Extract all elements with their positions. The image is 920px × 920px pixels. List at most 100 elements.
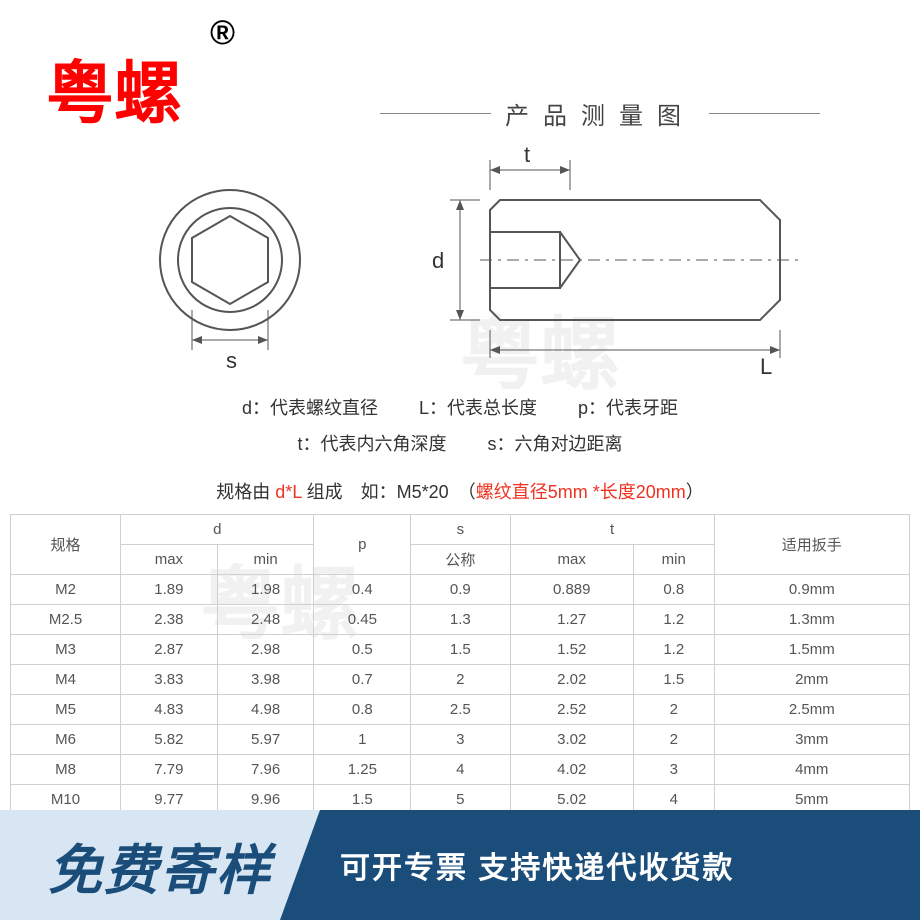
legend-block: d：代表螺纹直径 L：代表总长度 p：代表牙距 t：代表内六角深度 s：六角对边… (0, 390, 920, 462)
table-cell: 2.5 (411, 695, 510, 725)
col-t-min: min (633, 545, 714, 575)
spec-p4: 螺纹直径5mm *长度20mm (476, 482, 686, 502)
table-cell: 0.4 (314, 575, 411, 605)
spec-table-container: 规格 d p s t 适用扳手 max min 公称 max min M21.8… (10, 514, 910, 815)
table-cell: 2 (411, 665, 510, 695)
dim-L-label: L (760, 354, 772, 379)
table-cell: 2.5mm (714, 695, 909, 725)
table-cell: 1.3mm (714, 605, 909, 635)
table-row: M21.891.980.40.90.8890.80.9mm (11, 575, 910, 605)
legend-t: t：代表内六角深度 (297, 426, 446, 462)
table-cell: 0.9mm (714, 575, 909, 605)
col-p: p (314, 515, 411, 575)
bottom-banner: 免费寄样 可开专票 支持快递代收货款 (0, 810, 920, 920)
table-cell: 3.02 (510, 725, 633, 755)
table-cell: 3 (411, 725, 510, 755)
table-cell: 1.52 (510, 635, 633, 665)
table-cell: 1.5 (411, 635, 510, 665)
table-cell: 2.87 (121, 635, 218, 665)
table-cell: 2.38 (121, 605, 218, 635)
table-cell: M5 (11, 695, 121, 725)
table-cell: 2.48 (217, 605, 314, 635)
table-cell: 1 (314, 725, 411, 755)
spec-p5: ） (686, 482, 704, 502)
table-cell: M6 (11, 725, 121, 755)
banner-left: 免费寄样 (0, 810, 320, 920)
col-d-max: max (121, 545, 218, 575)
table-cell: 0.9 (411, 575, 510, 605)
table-row: M43.833.980.722.021.52mm (11, 665, 910, 695)
title-line-left (380, 113, 491, 114)
spec-p1: 规格由 (216, 482, 275, 502)
product-diagram: s t d L (60, 140, 860, 380)
table-cell: 3.83 (121, 665, 218, 695)
table-cell: 4.83 (121, 695, 218, 725)
table-cell: 1.27 (510, 605, 633, 635)
spec-table: 规格 d p s t 适用扳手 max min 公称 max min M21.8… (10, 514, 910, 815)
table-cell: 3.98 (217, 665, 314, 695)
legend-s: s：六角对边距离 (488, 426, 623, 462)
table-cell: 0.889 (510, 575, 633, 605)
spec-format-line: 规格由 d*L 组成 如：M5*20 （螺纹直径5mm *长度20mm） (0, 478, 920, 504)
registered-mark: ® (210, 14, 235, 53)
spec-p2: d*L (275, 482, 301, 502)
table-cell: 7.79 (121, 755, 218, 785)
table-row: M54.834.980.82.52.5222.5mm (11, 695, 910, 725)
dim-t-label: t (524, 142, 530, 167)
table-cell: 5.82 (121, 725, 218, 755)
col-s: s (411, 515, 510, 545)
table-row: M65.825.97133.0223mm (11, 725, 910, 755)
banner-left-text: 免费寄样 (48, 826, 272, 905)
table-cell: 4 (411, 755, 510, 785)
table-cell: M2 (11, 575, 121, 605)
table-cell: 2.52 (510, 695, 633, 725)
col-wrench: 适用扳手 (714, 515, 909, 575)
table-cell: 3mm (714, 725, 909, 755)
col-s-nominal: 公称 (411, 545, 510, 575)
table-cell: 0.7 (314, 665, 411, 695)
table-cell: 0.5 (314, 635, 411, 665)
table-cell: M4 (11, 665, 121, 695)
table-cell: 4mm (714, 755, 909, 785)
col-t: t (510, 515, 714, 545)
spec-p3: 组成 如：M5*20 （ (302, 482, 476, 502)
table-cell: 1.5 (633, 665, 714, 695)
banner-right-text: 可开专票 支持快递代收货款 (340, 843, 734, 887)
table-row: M87.797.961.2544.0234mm (11, 755, 910, 785)
table-cell: 0.45 (314, 605, 411, 635)
section-title-row: 产品测量图 (380, 96, 820, 131)
table-cell: 5.97 (217, 725, 314, 755)
table-cell: 0.8 (314, 695, 411, 725)
table-cell: M3 (11, 635, 121, 665)
table-cell: 1.89 (121, 575, 218, 605)
banner-right: 可开专票 支持快递代收货款 (280, 810, 920, 920)
title-line-right (709, 113, 820, 114)
table-cell: 7.96 (217, 755, 314, 785)
table-cell: 0.8 (633, 575, 714, 605)
dim-d-label: d (432, 248, 444, 273)
brand-logo: 粤螺 (46, 38, 182, 137)
col-d: d (121, 515, 314, 545)
table-cell: 1.5mm (714, 635, 909, 665)
table-row: M32.872.980.51.51.521.21.5mm (11, 635, 910, 665)
legend-d: d：代表螺纹直径 (242, 390, 378, 426)
col-spec: 规格 (11, 515, 121, 575)
table-cell: 2.98 (217, 635, 314, 665)
table-cell: 2mm (714, 665, 909, 695)
section-title: 产品测量图 (491, 96, 709, 131)
legend-p: p：代表牙距 (578, 390, 678, 426)
table-cell: 4.98 (217, 695, 314, 725)
table-cell: M8 (11, 755, 121, 785)
col-t-max: max (510, 545, 633, 575)
table-cell: 1.25 (314, 755, 411, 785)
table-cell: 2.02 (510, 665, 633, 695)
table-cell: 1.2 (633, 605, 714, 635)
table-cell: 2 (633, 725, 714, 755)
table-cell: 2 (633, 695, 714, 725)
dim-s-label: s (226, 348, 237, 373)
table-cell: 4.02 (510, 755, 633, 785)
table-cell: 1.3 (411, 605, 510, 635)
table-cell: 1.2 (633, 635, 714, 665)
col-d-min: min (217, 545, 314, 575)
legend-L: L：代表总长度 (419, 390, 537, 426)
